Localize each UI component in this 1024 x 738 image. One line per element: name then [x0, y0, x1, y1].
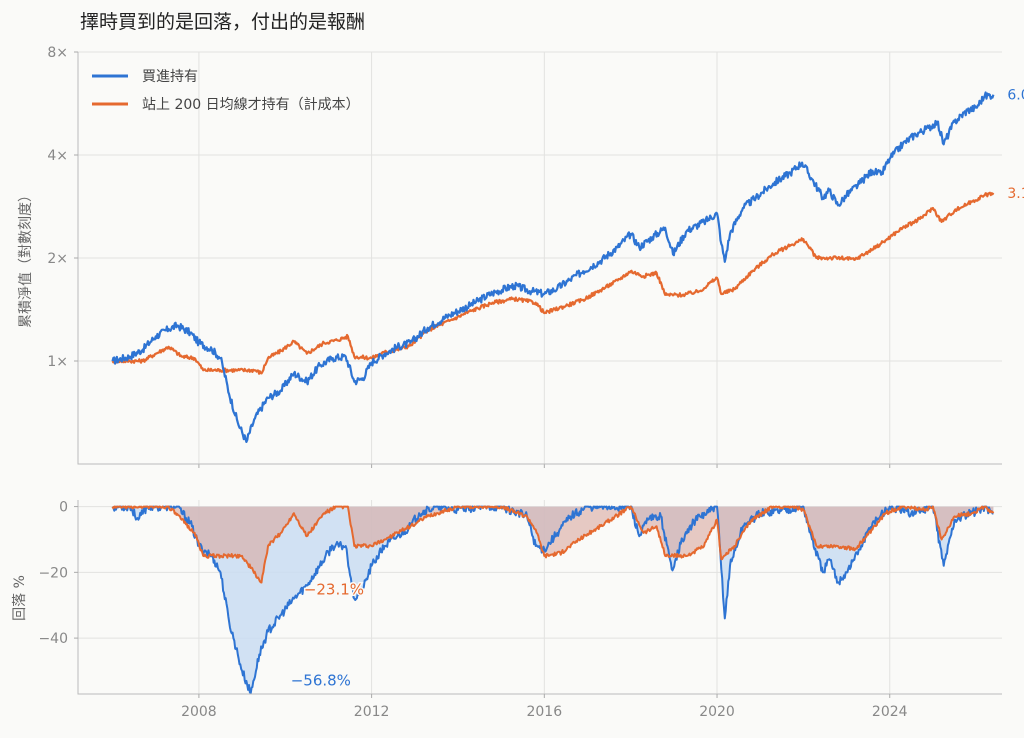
- drawdown-area-series-1: [112, 506, 994, 583]
- drawdown-annotation-series-1: −23.1%: [304, 581, 364, 599]
- legend-label-ma200: 站上 200 日均線才持有（計成本）: [142, 97, 360, 113]
- drawdown-y-tick-label: 0: [59, 500, 68, 516]
- legend-label-buy-hold: 買進持有: [142, 69, 198, 85]
- drawdown-y-axis-label: 回落 %: [12, 575, 28, 621]
- cumulative-line-series-1: [111, 191, 995, 375]
- end-value-label-series-0: 6.0×: [1007, 88, 1024, 104]
- drawdown-y-tick-label: −40: [38, 631, 68, 647]
- drawdown-y-tick-label: −20: [38, 565, 68, 581]
- end-value-label-series-1: 3.1×: [1007, 186, 1024, 202]
- cumulative-y-tick-label: 2×: [47, 251, 68, 267]
- x-tick-label: 2016: [526, 704, 562, 720]
- x-tick-label: 2024: [872, 704, 908, 720]
- cumulative-y-axis-label: 累積淨值（對數刻度）: [18, 188, 34, 328]
- legend: 買進持有 站上 200 日均線才持有（計成本）: [92, 69, 360, 113]
- chart-title: 擇時買到的是回落，付出的是報酬: [80, 11, 365, 33]
- drawdown-line-series-0: [111, 505, 994, 695]
- drawdown-line-series-1: [111, 505, 995, 584]
- x-tick-label: 2020: [699, 704, 735, 720]
- drawdown-panel: 0 −20 −40 2008 2012 2016 2020 2024 回落 % −56.8%…: [12, 500, 1002, 720]
- cumulative-line-series-0: [111, 91, 995, 443]
- x-tick-label: 2008: [181, 704, 217, 720]
- drawdown-annotation-series-0: −56.8%: [291, 671, 351, 689]
- drawdown-panel-axis: [77, 500, 1002, 695]
- cumulative-y-tick-label: 4×: [47, 148, 68, 164]
- cumulative-panel-axis: [77, 52, 1002, 465]
- cumulative-y-tick-label: 1×: [47, 354, 68, 370]
- cumulative-y-tick-label: 8×: [47, 45, 68, 61]
- x-tick-label: 2012: [354, 704, 390, 720]
- cumulative-panel: 1× 2× 4× 8× 累積淨值（對數刻度） 3.1× 6.0× 買進持有 站上 200…: [18, 45, 1024, 468]
